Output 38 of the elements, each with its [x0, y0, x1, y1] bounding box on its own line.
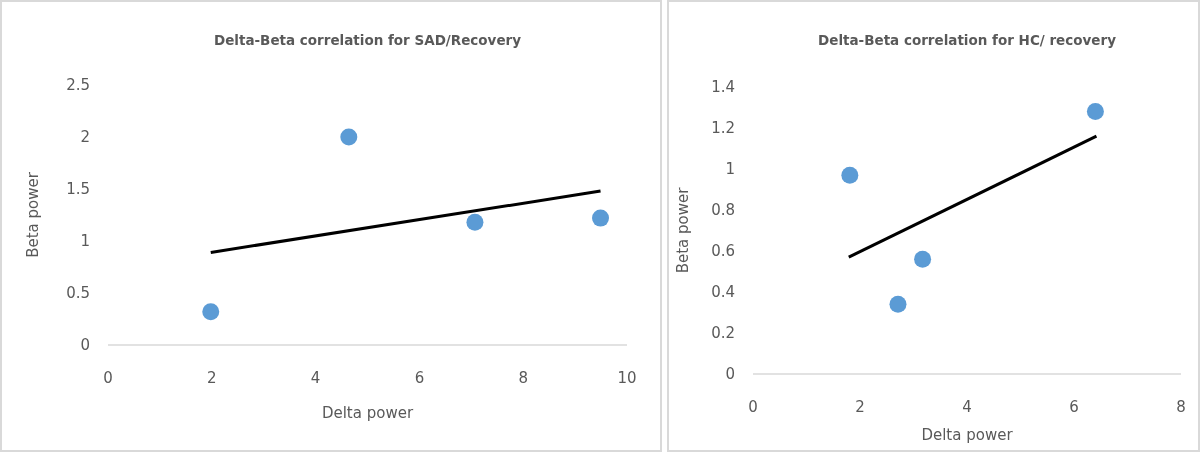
y-tick-label: 0.4 [711, 283, 735, 302]
point [889, 295, 907, 313]
x-tick-label: 0 [748, 398, 758, 416]
x-tick-label: 8 [518, 369, 528, 387]
y-tick-label: 1 [725, 160, 735, 179]
point [202, 303, 220, 321]
chart-title: Delta-Beta correlation for HC/ recovery [818, 32, 1117, 48]
y-tick-label: 1.5 [66, 180, 90, 199]
y-tick-label: 2 [80, 128, 90, 147]
point [841, 166, 859, 184]
point [592, 209, 610, 227]
x-tick-label: 10 [617, 369, 637, 387]
x-tick-label: 6 [1069, 398, 1079, 416]
y-tick-label: 0.5 [66, 284, 90, 303]
y-axis-title: Beta power [674, 186, 692, 274]
x-tick-label: 2 [855, 398, 865, 416]
chart-title: Delta-Beta correlation for SAD/Recovery [213, 32, 522, 48]
x-tick-label: 2 [207, 369, 217, 387]
y-tick-label: 0 [80, 336, 90, 355]
y-tick-label: 0.2 [711, 324, 735, 343]
y-tick-label: 1 [80, 232, 90, 251]
point [340, 128, 358, 146]
y-tick-label: 0.6 [711, 242, 735, 261]
x-tick-label: 6 [414, 369, 425, 387]
y-tick-label: 2.5 [66, 76, 90, 95]
x-axis-title: Delta power [321, 404, 414, 422]
point [914, 250, 932, 268]
x-tick-label: 8 [1176, 398, 1186, 416]
x-tick-label: 0 [103, 369, 113, 387]
y-tick-label: 1.4 [711, 78, 735, 97]
point [1086, 103, 1104, 121]
x-tick-label: 4 [310, 369, 321, 387]
y-tick-label: 1.2 [711, 119, 735, 138]
y-axis-title: Beta power [24, 171, 42, 258]
point [466, 213, 484, 231]
x-tick-label: 4 [962, 398, 972, 416]
y-tick-label: 0.8 [711, 201, 735, 220]
x-axis-title: Delta power [921, 426, 1014, 444]
